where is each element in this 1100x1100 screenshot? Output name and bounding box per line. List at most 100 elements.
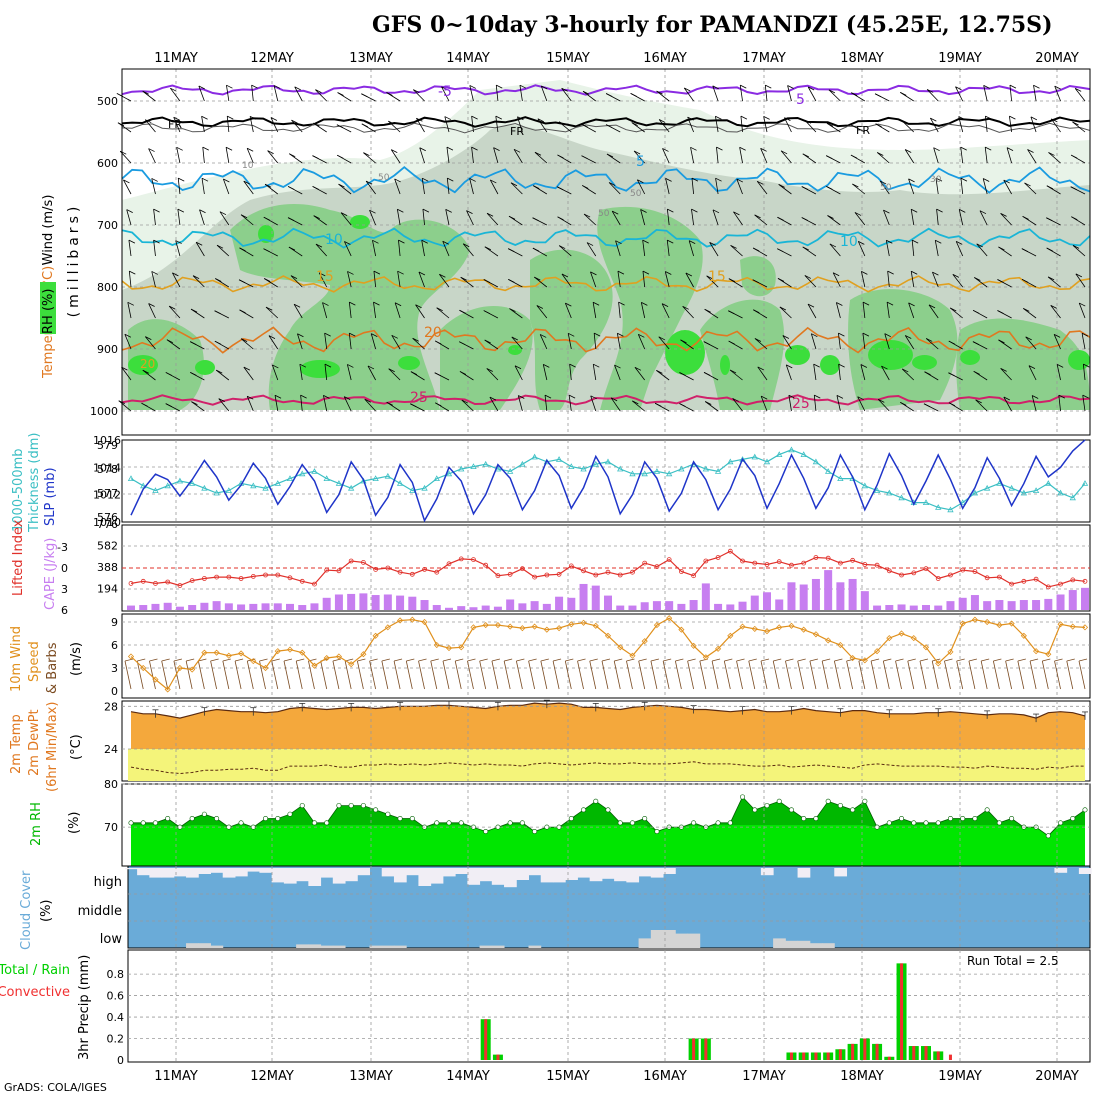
- wind-barb-flag: [612, 210, 619, 215]
- surface-barb-shaft: [577, 660, 584, 690]
- wind-barb-shaft: [291, 119, 303, 133]
- wind-barb-flag: [419, 147, 426, 152]
- wind-barb-shaft: [373, 302, 377, 319]
- cloud-high-gap: [589, 868, 603, 882]
- isotherm-freezing: [121, 116, 1091, 128]
- wind-barb-shaft: [974, 277, 988, 288]
- wind-barb-flag: [165, 403, 172, 407]
- wind-barb-shaft: [177, 209, 181, 226]
- lifted-index-marker: [581, 568, 586, 574]
- lifted-index-marker: [801, 560, 807, 566]
- wind-barb-shaft: [416, 118, 425, 133]
- lifted-index-marker: [776, 559, 782, 565]
- wind-barb-flag: [973, 370, 980, 375]
- thickness-marker: [250, 482, 257, 489]
- surface-barb-flag: [234, 658, 244, 662]
- wind-speed-marker: [910, 635, 917, 642]
- wind-barb-flag: [1028, 365, 1036, 370]
- wind-barb-flag: [347, 364, 354, 368]
- wind-barb-flag: [372, 239, 379, 244]
- cape-bar: [750, 595, 759, 610]
- surface-barb-shaft: [687, 660, 695, 690]
- wind-barb-flag: [148, 303, 155, 307]
- wind-barb-shaft: [540, 85, 548, 102]
- wind-barb-flag: [948, 340, 955, 345]
- surface-barb-shaft: [540, 660, 548, 690]
- surface-barb-flag: [797, 658, 806, 662]
- date-label-bottom: 13MAY: [349, 1069, 393, 1084]
- wind-speed-marker: [140, 664, 147, 672]
- wind-speed-marker: [849, 654, 856, 662]
- wind-barb-flag: [715, 177, 722, 182]
- lifted-index-marker: [837, 560, 843, 566]
- wind-barb-shaft: [754, 338, 768, 350]
- wind-barb-flag: [862, 332, 870, 337]
- thickness-marker: [996, 480, 1003, 486]
- contour-label-fr-3: FR: [856, 124, 870, 137]
- wind-barb-shaft: [835, 302, 841, 319]
- thickness-marker: [1020, 489, 1028, 496]
- wind-barb-shaft: [558, 121, 572, 133]
- wind-speed-marker: [421, 618, 428, 626]
- lifted-index-marker: [544, 572, 550, 578]
- wind-barb-flag: [471, 115, 478, 120]
- cloud-low-bar: [528, 945, 542, 948]
- precip-convective-bar: [875, 1043, 879, 1060]
- wind-barb-flag: [712, 85, 719, 90]
- surface-barb-shaft: [1078, 660, 1086, 690]
- wind-barb-flag: [544, 394, 552, 399]
- rh-marker: [911, 820, 917, 826]
- wind-barb-flag: [851, 92, 858, 97]
- wind-speed-marker: [1057, 621, 1064, 628]
- rh-band-bright: [300, 360, 340, 378]
- surface-barb-shaft: [809, 660, 817, 690]
- wind-barb-flag: [985, 146, 992, 151]
- wind-barb-flag: [315, 243, 323, 248]
- wind-barb-flag: [900, 92, 907, 96]
- wind-barb-flag: [367, 365, 375, 370]
- surface-barb-flag: [895, 658, 904, 662]
- wind-barb-shaft: [396, 209, 401, 226]
- wind-barb-shaft: [642, 240, 646, 257]
- contour-label-minus5: -5: [438, 84, 452, 100]
- lifted-index-marker: [984, 575, 990, 581]
- wind-barb-flag: [293, 303, 301, 308]
- precip-convective-bar: [912, 1046, 916, 1060]
- rh-band-dark: [530, 249, 613, 410]
- surface-barb-flag: [663, 658, 672, 662]
- surface-wind-barbs: [124, 658, 1088, 690]
- cape-bar: [212, 601, 221, 610]
- wind-barb-flag: [976, 243, 983, 248]
- thickness-marker: [470, 463, 477, 469]
- rh-tick: 70: [104, 821, 118, 834]
- wind-barb-shaft: [666, 240, 670, 257]
- wind-barb-shaft: [1056, 364, 1061, 381]
- wind-barb-flag: [493, 147, 500, 151]
- wind-barb-flag: [537, 118, 545, 123]
- surface-barb-flag: [479, 658, 488, 662]
- wind-barb-flag: [251, 84, 258, 89]
- wind-barb-shaft: [1053, 334, 1061, 350]
- rh-band-dark: [700, 299, 785, 410]
- wind-barb-flag: [434, 372, 441, 377]
- wind-barb-flag: [997, 310, 1004, 314]
- lifted-index-marker: [214, 574, 220, 580]
- rh-band-bright: [1068, 350, 1090, 370]
- wind-barb-flag: [238, 279, 246, 284]
- thickness-marker: [763, 458, 771, 465]
- wind-barb-shaft: [685, 272, 694, 288]
- wind-barb-shaft: [730, 245, 743, 257]
- surface-barb-shaft: [772, 660, 780, 690]
- wind-barb-shaft: [315, 89, 327, 102]
- rh-marker: [752, 807, 758, 813]
- rh-marker: [617, 820, 623, 826]
- lifted-index-marker: [299, 578, 305, 584]
- wind-barb-shaft: [901, 368, 915, 381]
- rh-tick: 80: [104, 778, 118, 791]
- wind-barb-shaft: [517, 116, 523, 133]
- surface-barb-shaft: [405, 660, 413, 690]
- wind-barb-flag: [1050, 304, 1057, 309]
- surface-barb-flag: [785, 658, 794, 662]
- wind-barb-shaft: [1000, 213, 1012, 226]
